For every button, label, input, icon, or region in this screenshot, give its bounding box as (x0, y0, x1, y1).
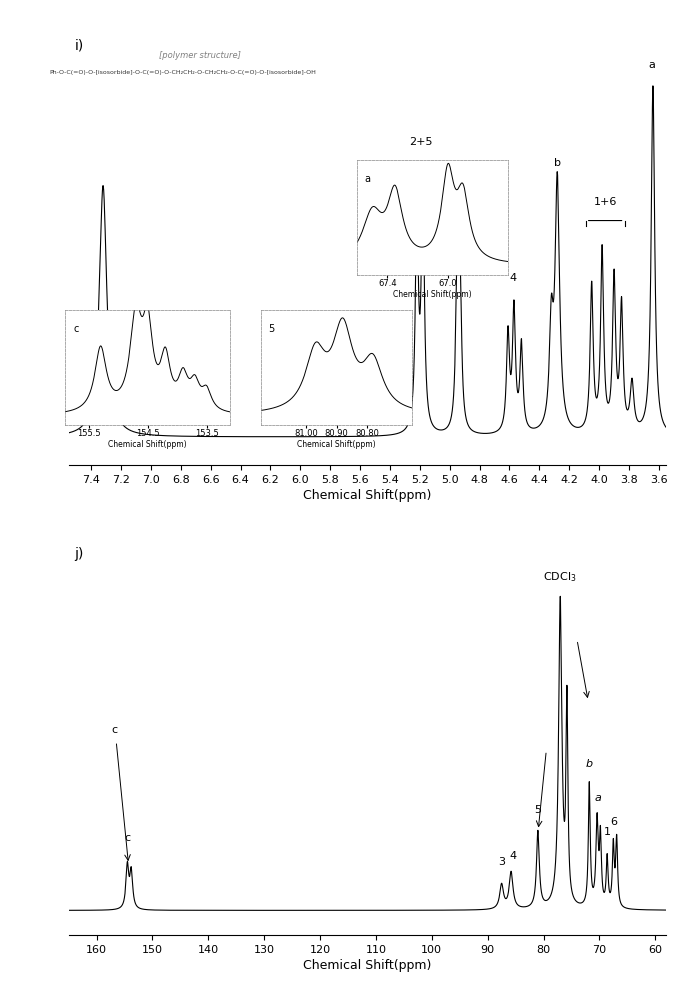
Text: a: a (365, 174, 371, 184)
Text: Ph-O-C(=O)-O-[isosorbide]-O-C(=O)-O-CH₂CH₂-O-CH₂CH₂-O-C(=O)-O-[isosorbide]-OH: Ph-O-C(=O)-O-[isosorbide]-O-C(=O)-O-CH₂C… (49, 70, 316, 75)
X-axis label: Chemical Shift(ppm): Chemical Shift(ppm) (297, 440, 376, 449)
Text: 4: 4 (510, 273, 517, 283)
Text: a: a (594, 793, 601, 803)
Text: 2+5: 2+5 (409, 137, 432, 147)
Text: 5: 5 (534, 805, 541, 815)
Text: [polymer structure]: [polymer structure] (159, 51, 241, 60)
X-axis label: Chemical Shift(ppm): Chemical Shift(ppm) (304, 489, 431, 502)
Text: c: c (74, 324, 79, 334)
Text: b: b (586, 759, 593, 769)
X-axis label: Chemical Shift(ppm): Chemical Shift(ppm) (394, 290, 472, 299)
Text: a: a (648, 60, 655, 70)
X-axis label: Chemical Shift(ppm): Chemical Shift(ppm) (109, 440, 187, 449)
Text: i): i) (75, 38, 84, 52)
Text: b: b (554, 158, 561, 168)
Text: 3: 3 (453, 245, 461, 255)
Text: 6: 6 (610, 817, 618, 827)
X-axis label: Chemical Shift(ppm): Chemical Shift(ppm) (304, 959, 431, 972)
Text: 3: 3 (498, 857, 505, 867)
Text: 4: 4 (510, 851, 517, 861)
Text: c: c (125, 833, 131, 843)
Text: CDCl$_3$: CDCl$_3$ (543, 570, 577, 584)
Text: 5: 5 (269, 324, 275, 334)
Text: j): j) (75, 547, 84, 561)
Text: c: c (111, 725, 117, 735)
Text: 1+6: 1+6 (594, 197, 617, 207)
Text: 1: 1 (605, 827, 611, 837)
